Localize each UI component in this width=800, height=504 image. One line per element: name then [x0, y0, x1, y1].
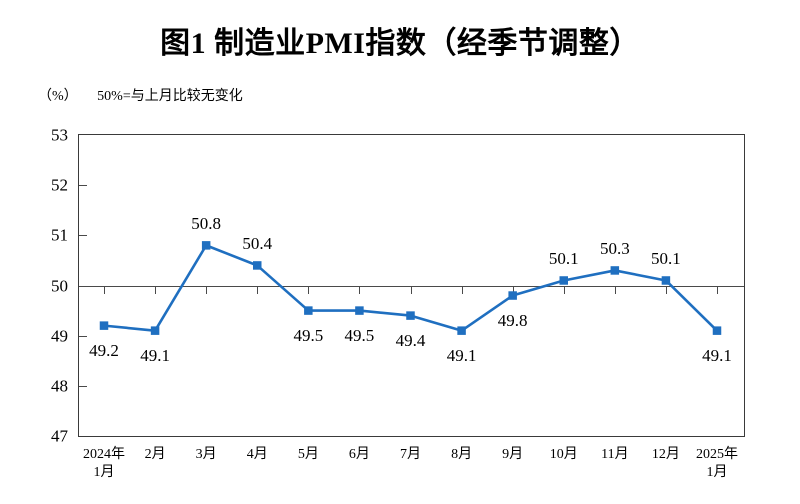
- x-axis-label-line1: 3月: [195, 447, 217, 462]
- data-point-label: 50.8: [191, 214, 222, 234]
- x-axis-label-line1: 2月: [144, 447, 166, 462]
- y-axis-tick: [79, 185, 87, 187]
- data-point-marker: [559, 276, 568, 285]
- y-axis-tick: [79, 385, 87, 387]
- x-axis-label: 2月: [145, 446, 166, 464]
- data-point-label: 50.3: [599, 239, 630, 259]
- x-axis-label: 8月: [451, 446, 472, 464]
- x-axis-tick: [359, 286, 361, 294]
- x-axis-label-line1: 5月: [297, 447, 319, 462]
- y-axis-tick: [79, 235, 87, 237]
- x-axis-label: 5月: [298, 446, 319, 464]
- y-axis-label: 52: [51, 175, 68, 195]
- x-axis-tick: [308, 286, 310, 294]
- x-axis-label: 2025年 1月: [696, 446, 738, 481]
- x-axis-tick: [512, 286, 514, 294]
- data-point-label: 50.4: [242, 234, 273, 254]
- x-axis-tick: [614, 286, 616, 294]
- data-point-marker: [355, 306, 364, 315]
- data-point-marker: [253, 261, 262, 270]
- x-axis-label: 2024年 1月: [83, 446, 125, 481]
- data-point-label: 50.1: [548, 249, 579, 269]
- x-axis-label-line1: 2025年: [696, 447, 738, 462]
- data-point-marker: [661, 276, 671, 285]
- x-axis-label: 10月: [550, 446, 578, 464]
- data-point-label: 49.2: [89, 340, 119, 360]
- x-axis-label-line2: 1月: [706, 464, 728, 480]
- x-axis-label-line1: 4月: [246, 447, 268, 462]
- x-axis-label-line1: 11月: [601, 447, 629, 462]
- x-axis-label: 9月: [502, 446, 523, 464]
- x-axis-label-line1: 10月: [549, 447, 578, 462]
- page-title: 图1 制造业PMI指数（经季节调整）: [160, 27, 640, 60]
- data-point-label: 49.5: [293, 325, 324, 345]
- x-axis-label-line1: 12月: [651, 447, 680, 462]
- data-point-label: 49.1: [140, 345, 170, 365]
- x-axis-label-line1: 6月: [348, 447, 370, 462]
- x-axis-label-line1: 8月: [451, 447, 473, 462]
- data-point-marker: [304, 306, 313, 315]
- x-axis-tick: [206, 286, 208, 294]
- x-axis-label-line1: 2024年: [83, 447, 125, 462]
- y-axis-label: 51: [51, 225, 68, 245]
- x-axis-tick: [665, 286, 667, 294]
- y-axis-label: 47: [51, 426, 68, 446]
- chart-subtitle: （%） 50%=与上月比较无变化: [38, 90, 243, 104]
- x-axis-label: 6月: [349, 446, 370, 464]
- data-point-label: 50.1: [651, 249, 681, 269]
- data-point-marker: [712, 326, 722, 335]
- x-axis-tick: [563, 286, 565, 294]
- x-axis-tick: [461, 286, 463, 294]
- x-axis-label: 7月: [400, 446, 421, 464]
- data-point-marker: [201, 241, 211, 250]
- x-axis-tick: [410, 286, 412, 294]
- data-point-label: 49.8: [497, 310, 528, 330]
- x-axis-label: 4月: [247, 446, 268, 464]
- data-point-marker: [406, 311, 415, 320]
- x-axis-label-line1: 9月: [502, 447, 524, 462]
- x-axis-label-line1: 7月: [400, 447, 421, 462]
- y-axis-tick: [79, 335, 87, 337]
- data-point-marker: [150, 326, 160, 335]
- x-axis-tick: [155, 286, 157, 294]
- data-point-marker: [457, 326, 466, 335]
- data-point-label: 49.1: [702, 345, 732, 365]
- y-axis-label: 48: [51, 376, 68, 396]
- x-axis-label: 11月: [601, 446, 628, 464]
- data-point-marker: [99, 321, 109, 330]
- data-point-label: 49.1: [446, 345, 477, 365]
- x-axis-label: 12月: [652, 446, 680, 464]
- y-axis-label: 49: [51, 326, 68, 346]
- data-point-marker: [610, 266, 620, 275]
- data-point-marker: [508, 291, 517, 300]
- y-axis-label: 53: [51, 125, 68, 145]
- x-axis-label-line2: 1月: [93, 464, 115, 480]
- x-axis-label: 3月: [196, 446, 217, 464]
- baseline-note-label: 50%=与上月比较无变化: [97, 89, 243, 104]
- y-axis-unit-label: （%）: [38, 89, 78, 104]
- x-axis-tick: [104, 286, 105, 294]
- reference-line-50: [79, 285, 744, 294]
- data-point-label: 49.5: [344, 325, 375, 345]
- x-axis-tick: [717, 286, 718, 294]
- pmi-line-series: [99, 241, 722, 335]
- x-axis-tick: [257, 286, 259, 294]
- chart-plot-area: 47 48 49 50 51 52 53 49.2 49.1 50.8 50.4 49.5 49.5 4…: [51, 127, 745, 480]
- y-axis-label: 50: [51, 276, 68, 295]
- data-point-label: 49.4: [395, 330, 426, 350]
